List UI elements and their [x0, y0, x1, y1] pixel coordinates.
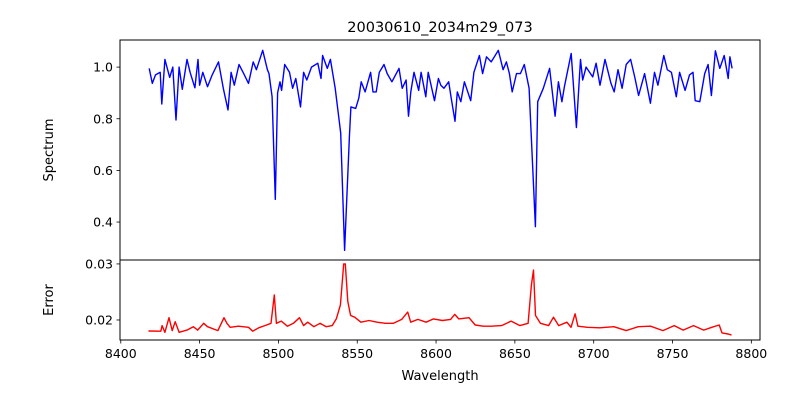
- x-tick-label: 8700: [578, 346, 610, 361]
- y-tick-label: 0.03: [85, 256, 113, 271]
- y-tick-label: 0.4: [93, 215, 113, 230]
- spectrum-line: [148, 49, 733, 252]
- chart-title: 20030610_2034m29_073: [347, 20, 532, 36]
- x-tick-label: 8500: [263, 346, 295, 361]
- spectrum-axes: 0.4 0.6 0.8 1.0: [93, 39, 761, 261]
- x-tick-label: 8750: [657, 346, 689, 361]
- x-axis-label: Wavelength: [401, 369, 478, 384]
- y-tick-label: 0.8: [93, 111, 113, 126]
- x-tick-label: 8400: [105, 346, 137, 361]
- axes-frame: [119, 39, 761, 261]
- x-tick-label: 8600: [420, 346, 452, 361]
- y-axis-label-spectrum: Spectrum: [42, 119, 57, 182]
- x-tick-label: 8650: [499, 346, 531, 361]
- y-tick-label: 1.0: [93, 60, 113, 75]
- x-tick-label: 8800: [735, 346, 767, 361]
- x-tick-label: 8450: [184, 346, 216, 361]
- axes-frame: [119, 259, 761, 341]
- error-line: [148, 263, 732, 336]
- y-axis-label-error: Error: [42, 284, 57, 316]
- x-tick-label: 8550: [341, 346, 373, 361]
- error-axes: 0.02 0.03 8400 8450 8500 8550 8600 8650 8700 8750…: [85, 256, 767, 361]
- y-tick-label: 0.6: [93, 163, 113, 178]
- y-tick-label: 0.02: [85, 312, 113, 327]
